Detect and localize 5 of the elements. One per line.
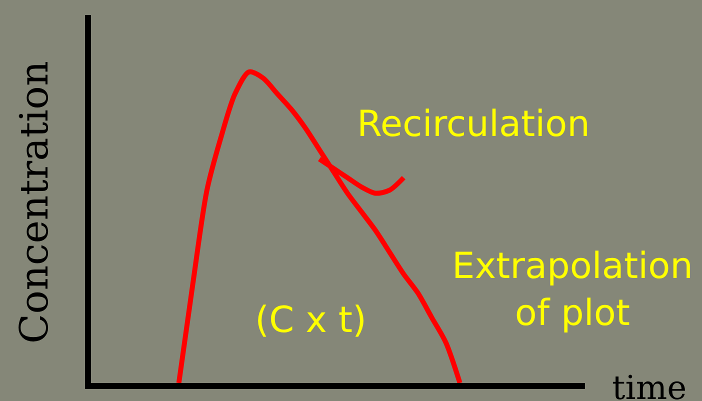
series-label: Extrapolation of plot	[452, 246, 693, 334]
x-axis-title: time	[612, 368, 687, 401]
annotation: (C x t)	[255, 300, 367, 341]
series-label: Recirculation	[357, 104, 590, 145]
y-axis-title: Concentration	[12, 60, 58, 344]
